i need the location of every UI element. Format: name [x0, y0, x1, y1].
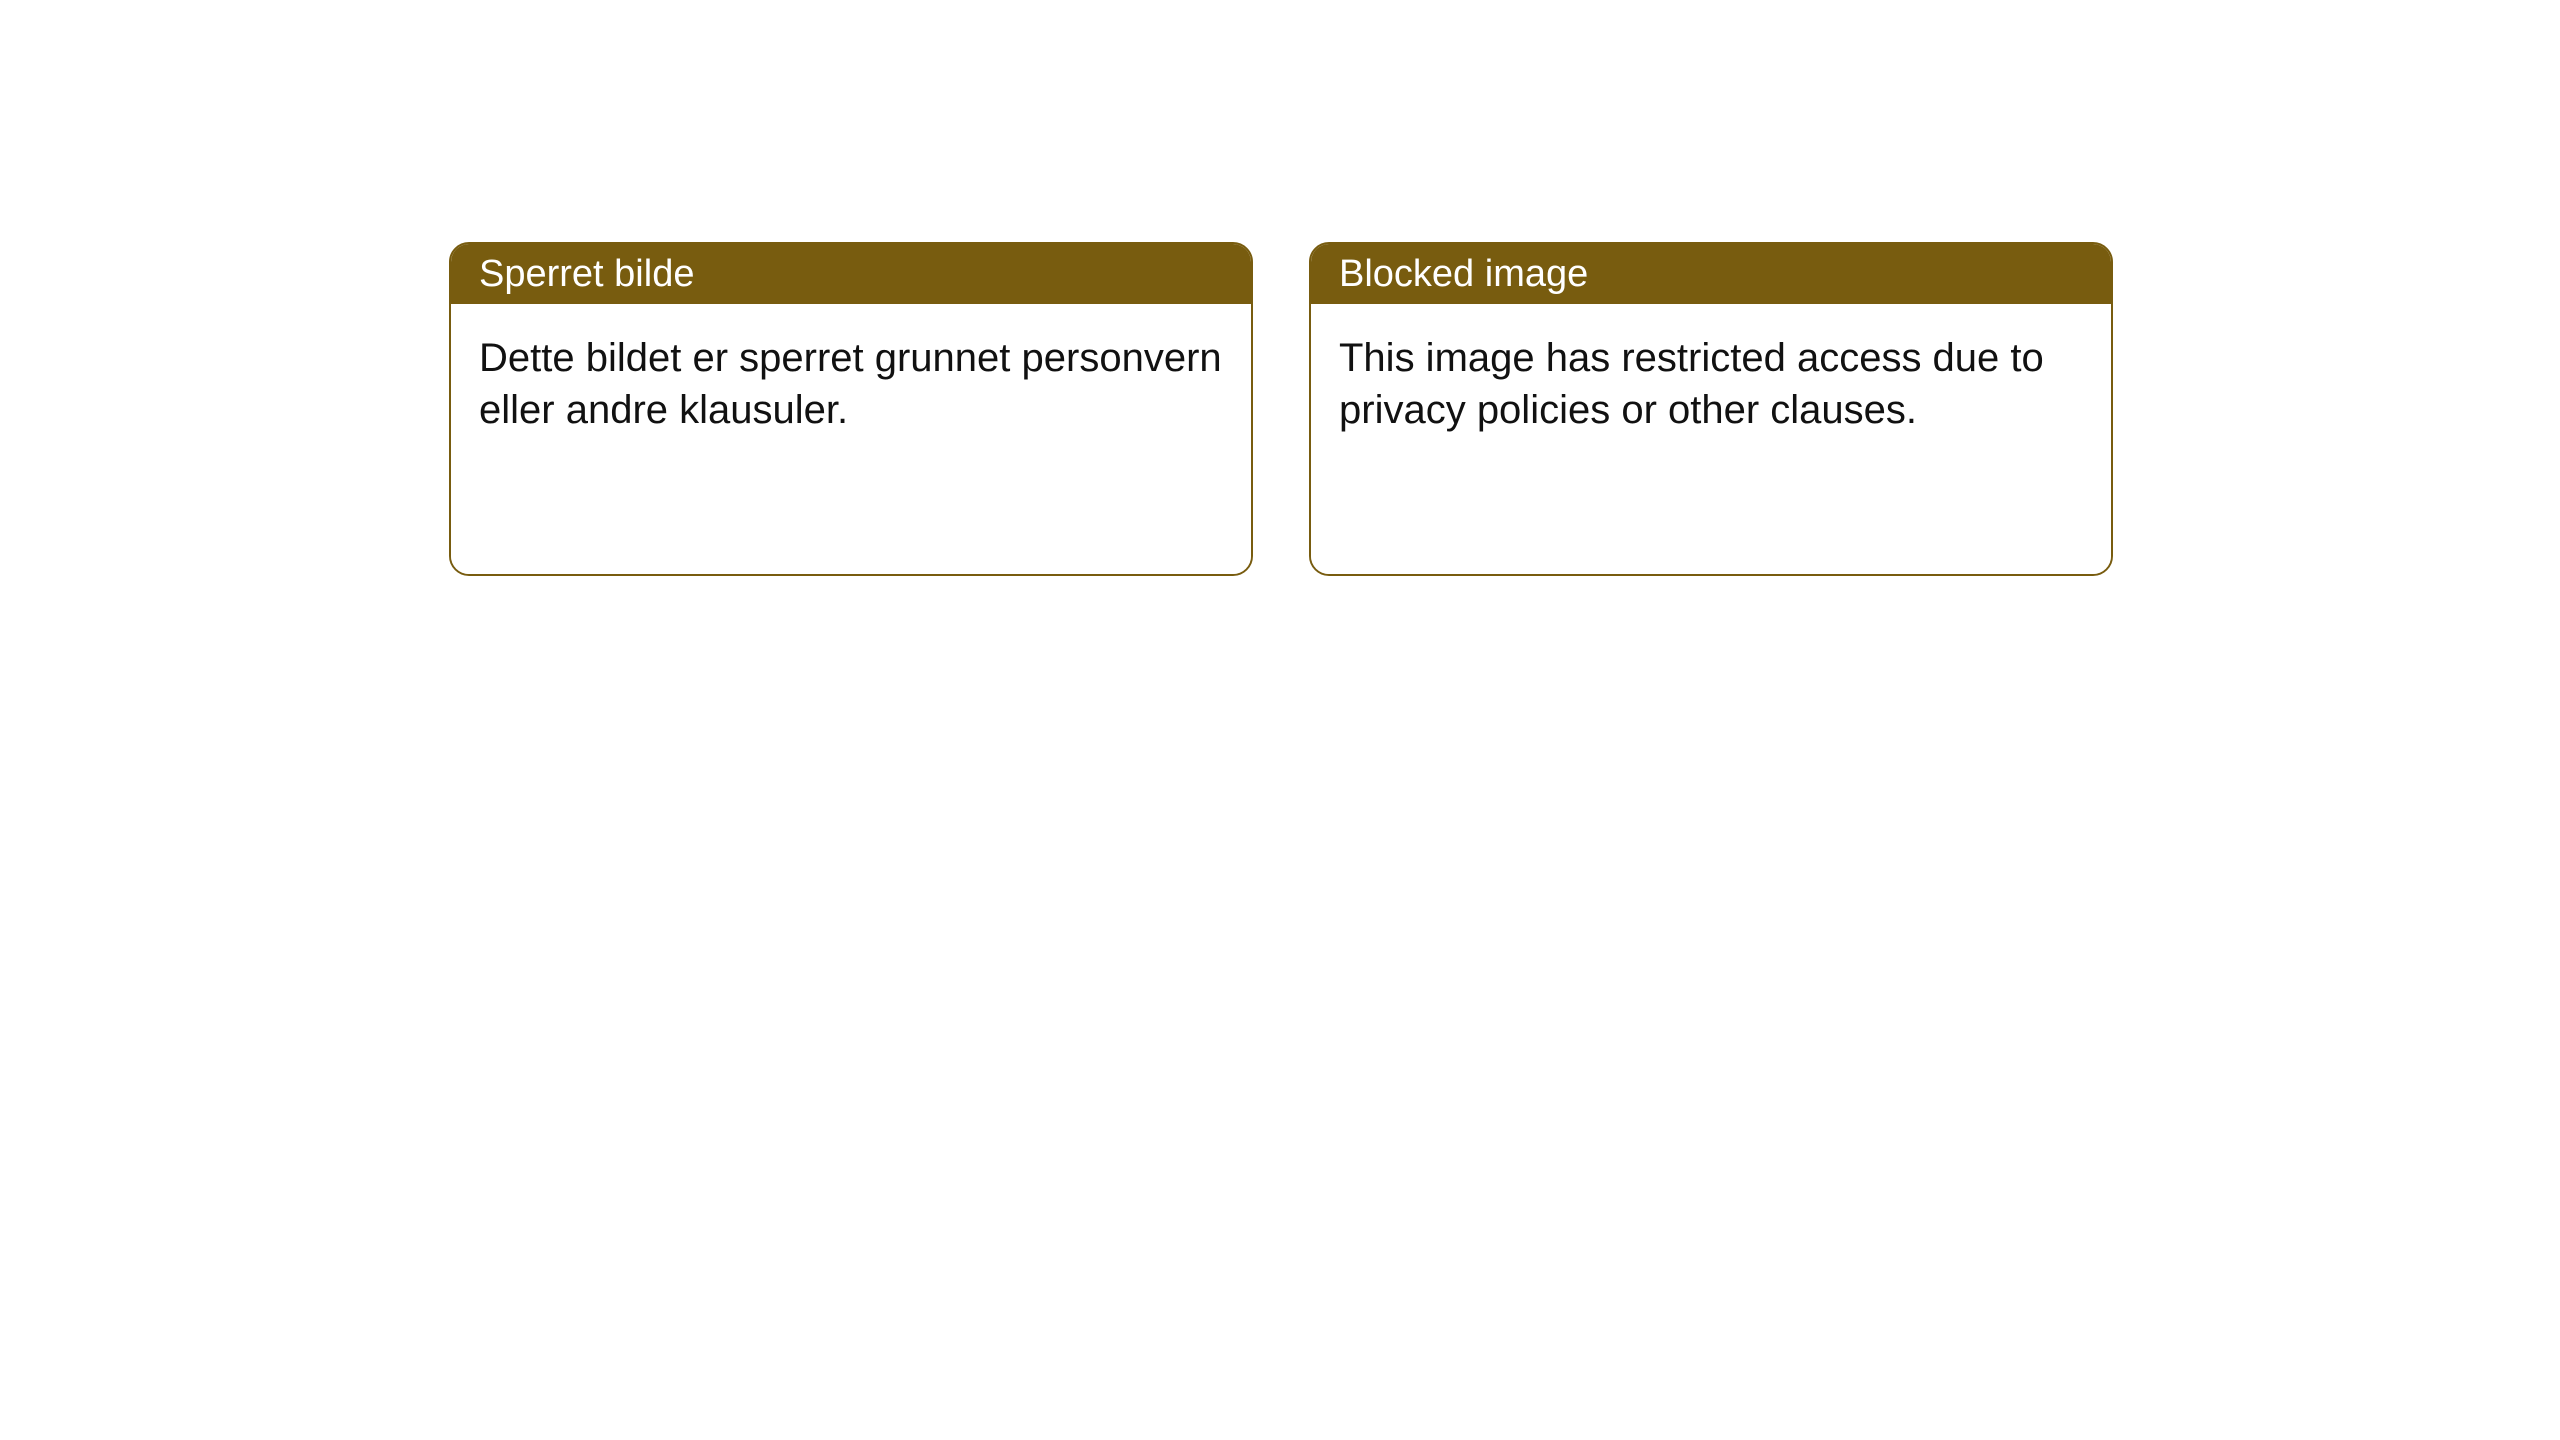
- notice-card-title: Sperret bilde: [479, 253, 694, 296]
- notice-card-no: Sperret bilde Dette bildet er sperret gr…: [449, 242, 1253, 576]
- notice-card-text: This image has restricted access due to …: [1339, 336, 2044, 432]
- notice-card-text: Dette bildet er sperret grunnet personve…: [479, 336, 1222, 432]
- notice-card-body: Dette bildet er sperret grunnet personve…: [451, 304, 1251, 574]
- notice-cards-container: Sperret bilde Dette bildet er sperret gr…: [449, 242, 2113, 576]
- notice-card-en: Blocked image This image has restricted …: [1309, 242, 2113, 576]
- notice-card-body: This image has restricted access due to …: [1311, 304, 2111, 574]
- notice-card-header: Blocked image: [1311, 244, 2111, 304]
- notice-card-header: Sperret bilde: [451, 244, 1251, 304]
- notice-card-title: Blocked image: [1339, 253, 1588, 296]
